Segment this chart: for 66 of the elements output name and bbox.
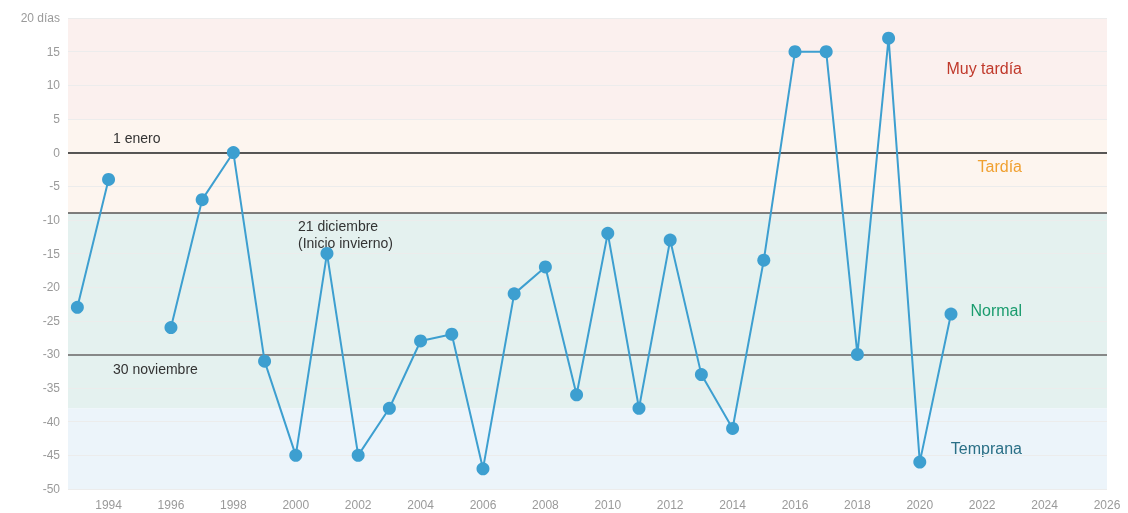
point <box>788 45 802 59</box>
y-tick-label: -25 <box>42 313 61 328</box>
point <box>570 388 584 402</box>
point <box>663 233 677 247</box>
x-tick-label: 2016 <box>781 498 809 512</box>
x-tick-label: 1998 <box>220 498 248 512</box>
point <box>70 300 84 314</box>
point <box>757 253 771 267</box>
y-tick-label: -20 <box>42 280 61 295</box>
point <box>507 287 521 301</box>
point <box>258 354 272 368</box>
point <box>819 45 833 59</box>
x-tick-label: 1994 <box>95 498 123 512</box>
y-tick-label: -40 <box>42 414 61 429</box>
x-tick-label: 2000 <box>282 498 310 512</box>
point <box>289 448 303 462</box>
point <box>351 448 365 462</box>
point <box>632 401 646 415</box>
point <box>226 146 240 160</box>
ref-line-label: 21 diciembre (Inicio invierno) <box>298 217 393 251</box>
y-tick-label: 5 <box>53 111 61 126</box>
y-tick-label: -5 <box>49 179 61 194</box>
point <box>164 321 178 335</box>
y-tick-label: -35 <box>42 381 61 396</box>
y-tick-label: 20 días <box>20 11 60 25</box>
point <box>195 193 209 207</box>
x-tick-label: 2004 <box>407 498 435 512</box>
x-tick-label: 2024 <box>1031 498 1059 512</box>
ref-line-label: 1 enero <box>113 130 161 147</box>
band-label: Temprana <box>950 440 1023 458</box>
y-tick-label: -15 <box>42 246 61 261</box>
point <box>445 327 459 341</box>
y-tick-label: 10 <box>46 78 61 93</box>
point <box>476 462 490 476</box>
x-tick-label: 1996 <box>157 498 185 512</box>
point <box>694 368 708 382</box>
point <box>850 347 864 361</box>
x-tick-label: 2012 <box>656 498 684 512</box>
point <box>414 334 428 348</box>
x-tick-label: 2018 <box>844 498 872 512</box>
x-tick-label: 2010 <box>594 498 622 512</box>
point <box>944 307 958 321</box>
band-label: Tardía <box>977 157 1023 175</box>
band-label: Muy tardía <box>946 59 1023 77</box>
x-tick-label: 2008 <box>532 498 560 512</box>
ref-line-label: 30 noviembre <box>113 360 199 377</box>
y-tick-label: -45 <box>42 448 61 463</box>
y-tick-label: -10 <box>42 212 61 227</box>
point <box>382 401 396 415</box>
point <box>882 31 896 45</box>
x-tick-label: 2022 <box>968 498 996 512</box>
point <box>601 226 615 240</box>
x-tick-label: 2020 <box>906 498 934 512</box>
x-tick-label: 2026 <box>1093 498 1121 512</box>
y-tick-label: -50 <box>42 482 61 496</box>
y-tick-label: -30 <box>42 347 61 362</box>
x-tick-label: 2002 <box>344 498 372 512</box>
y-tick-label: 0 <box>53 145 61 160</box>
band-label: Normal <box>970 302 1022 320</box>
point <box>913 455 927 469</box>
y-tick-label: 15 <box>46 44 61 59</box>
point <box>726 421 740 435</box>
point <box>102 172 116 186</box>
point <box>538 260 552 274</box>
x-tick-label: 2006 <box>469 498 497 512</box>
x-tick-label: 2014 <box>719 498 747 512</box>
